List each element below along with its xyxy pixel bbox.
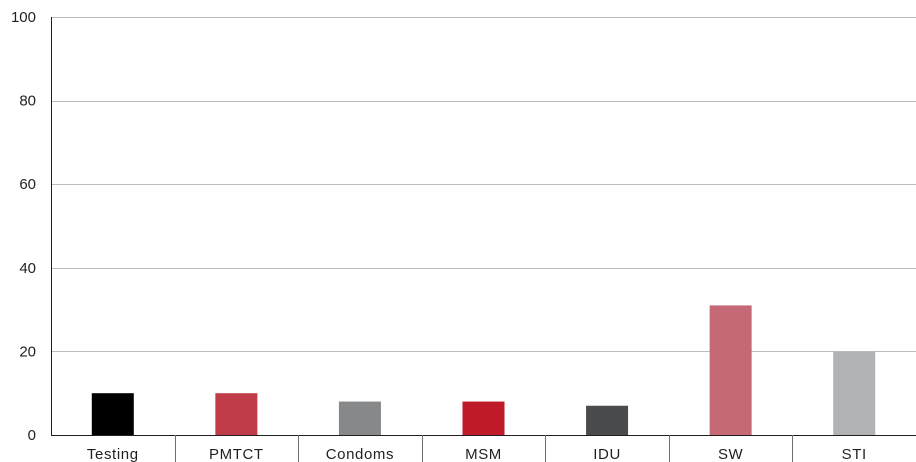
bar-pmtct bbox=[215, 393, 258, 435]
bar-sti bbox=[833, 351, 876, 435]
bars bbox=[91, 305, 876, 435]
y-tick-label: 40 bbox=[19, 260, 36, 277]
bar-msm bbox=[462, 401, 505, 435]
x-category-label: MSM bbox=[465, 446, 502, 462]
y-tick-label: 0 bbox=[28, 427, 36, 444]
y-tick-label: 60 bbox=[19, 176, 36, 193]
bar-sw bbox=[709, 305, 752, 435]
x-axis-category-labels: Testing PMTCT Condoms MSM IDU SW STI bbox=[87, 446, 867, 462]
x-category-label: Testing bbox=[87, 446, 139, 462]
bar-condoms bbox=[338, 401, 381, 435]
y-tick-label: 100 bbox=[11, 9, 36, 26]
x-category-label: PMTCT bbox=[209, 446, 264, 462]
gridlines bbox=[51, 17, 916, 352]
bar-idu bbox=[586, 405, 629, 435]
x-category-label: IDU bbox=[593, 446, 621, 462]
bar-testing bbox=[91, 393, 134, 435]
y-tick-label: 20 bbox=[19, 343, 36, 360]
axes bbox=[51, 17, 916, 462]
x-category-label: STI bbox=[842, 446, 867, 462]
y-axis-tick-labels: 0 20 40 60 80 100 bbox=[11, 9, 36, 444]
x-category-label: SW bbox=[718, 446, 744, 462]
y-tick-label: 80 bbox=[19, 93, 36, 110]
x-category-label: Condoms bbox=[326, 446, 394, 462]
